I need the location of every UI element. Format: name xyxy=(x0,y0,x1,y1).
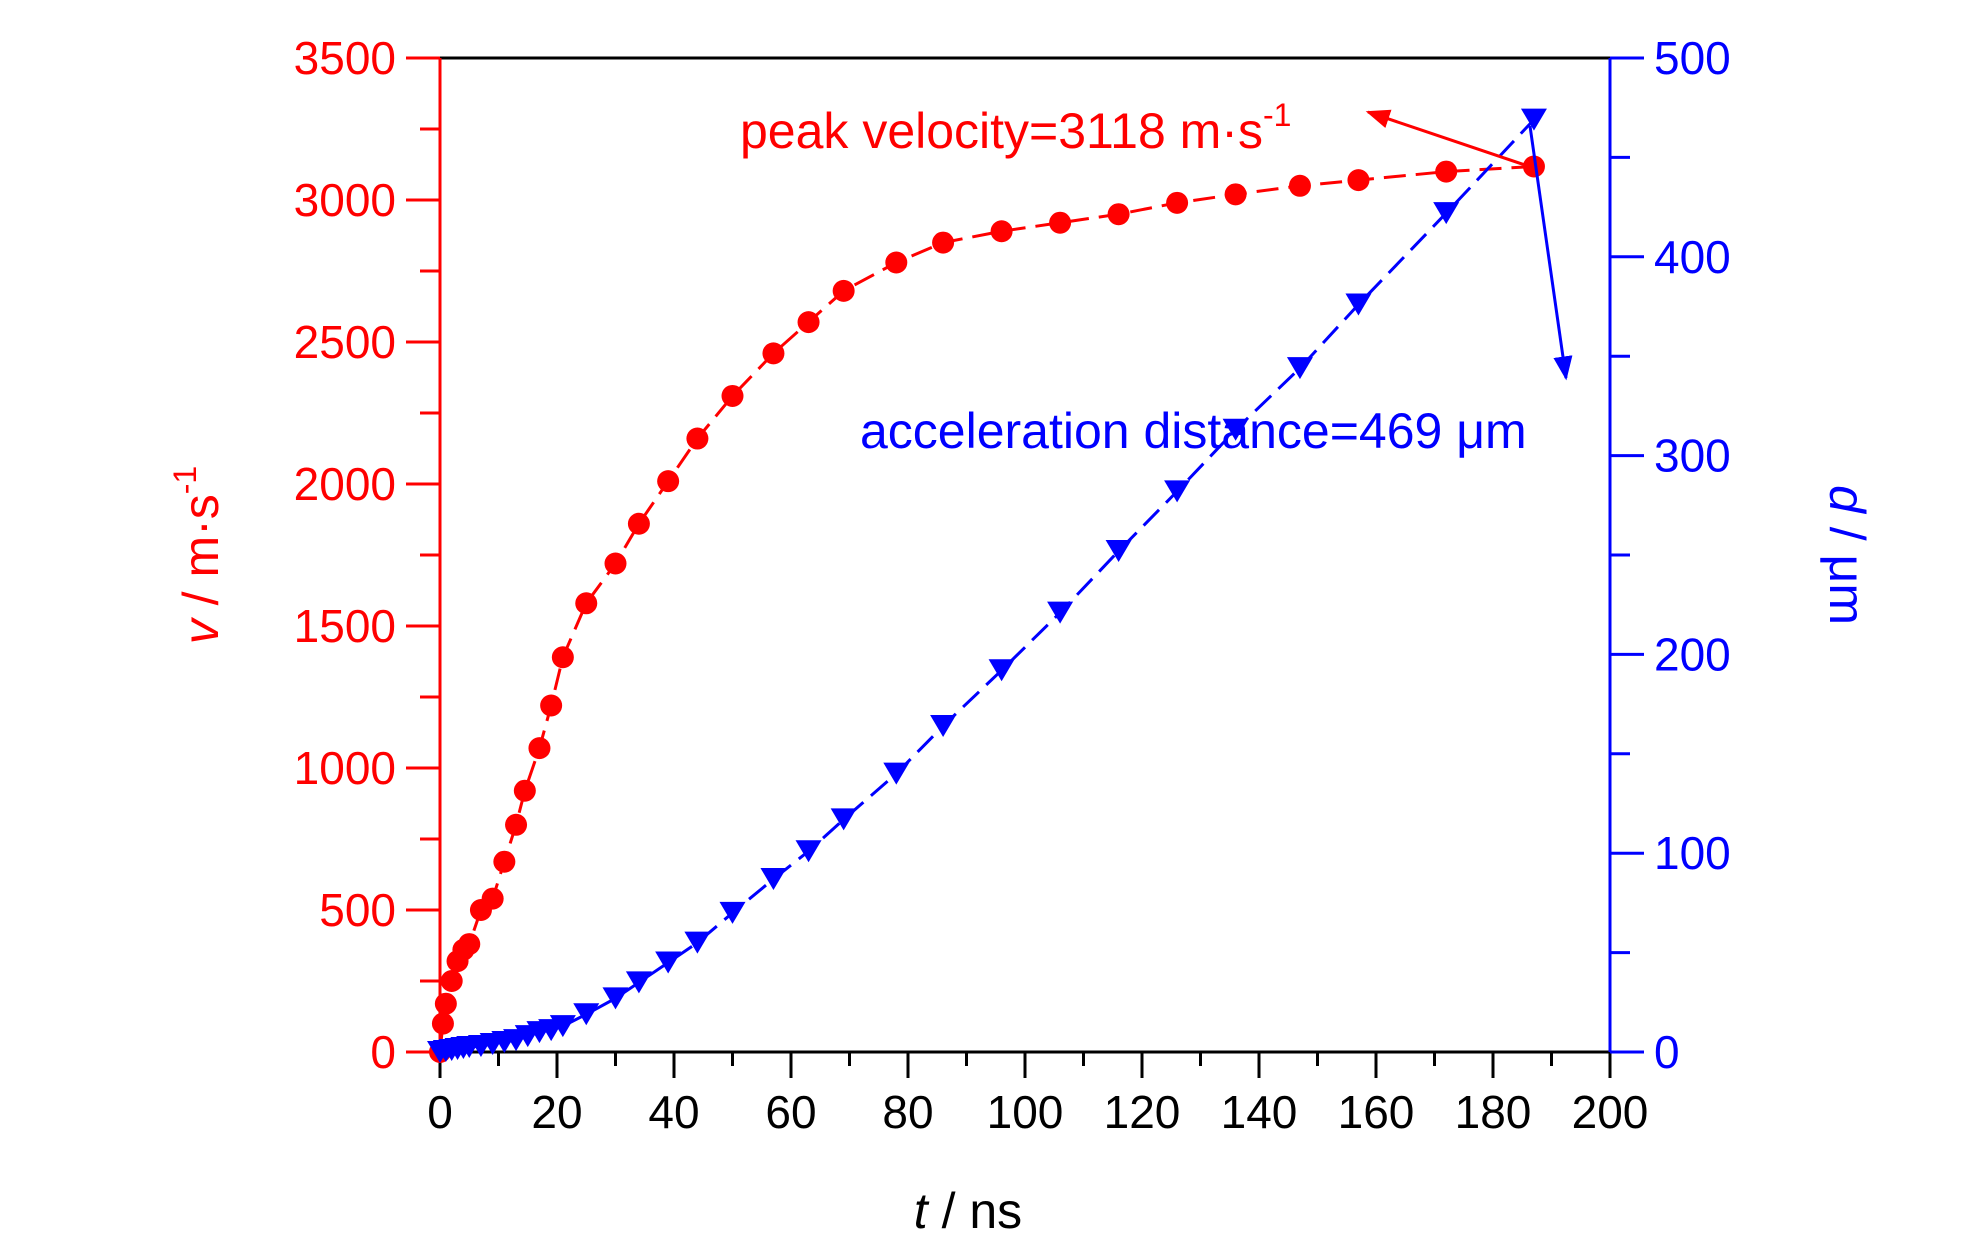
x-tick-label: 0 xyxy=(427,1086,453,1138)
y-right-tick-label: 0 xyxy=(1654,1026,1680,1078)
distance-point xyxy=(1433,202,1460,225)
distance-point xyxy=(1105,540,1132,563)
distance-point xyxy=(602,987,629,1010)
velocity-point xyxy=(575,592,598,615)
velocity-point xyxy=(832,279,855,302)
distance-point xyxy=(573,1003,600,1026)
y-right-tick-label: 500 xyxy=(1654,32,1731,84)
velocity-point xyxy=(1522,155,1545,178)
velocity-point xyxy=(1224,183,1247,206)
series-group xyxy=(427,108,1547,1063)
y-right-tick-label: 200 xyxy=(1654,628,1731,680)
x-tick-label: 160 xyxy=(1338,1086,1415,1138)
y-right-tick-label: 300 xyxy=(1654,430,1731,482)
x-tick-label: 140 xyxy=(1221,1086,1298,1138)
velocity-point xyxy=(493,850,516,873)
distance-point xyxy=(830,808,857,831)
distance-point xyxy=(625,971,652,994)
y-left-tick-label: 1500 xyxy=(294,600,396,652)
x-tick-label: 200 xyxy=(1572,1086,1649,1138)
x-axis-title: t / ns xyxy=(914,1183,1022,1239)
velocity-point xyxy=(686,427,709,450)
velocity-point xyxy=(551,646,574,669)
peak-velocity-arrow xyxy=(1365,109,1529,168)
velocity-point xyxy=(481,887,504,910)
distance-point xyxy=(1164,480,1191,503)
velocity-point xyxy=(1435,160,1458,183)
peak-velocity-annotation: peak velocity=3118 m·s-1 xyxy=(740,97,1291,159)
distance-point xyxy=(1222,418,1249,441)
velocity-point xyxy=(627,512,650,535)
velocity-point xyxy=(1288,174,1311,197)
x-tick-label: 120 xyxy=(1104,1086,1181,1138)
velocity-series-line xyxy=(438,164,1535,1053)
x-tick-label: 60 xyxy=(765,1086,816,1138)
distance-point xyxy=(795,840,822,863)
y-right-tick-label: 100 xyxy=(1654,827,1731,879)
velocity-point xyxy=(885,251,908,274)
distance-point xyxy=(883,762,910,785)
y-left-tick-label: 2500 xyxy=(294,316,396,368)
y-left-tick-label: 0 xyxy=(370,1026,396,1078)
velocity-point xyxy=(1166,191,1189,214)
axes-group: 0 20 40 60 80 100 120 140 160 180 2000500100015002… xyxy=(294,32,1731,1138)
y-right-tick-label: 400 xyxy=(1654,231,1731,283)
distance-point xyxy=(760,868,787,891)
velocity-point xyxy=(528,737,551,760)
acceleration-distance-arrow xyxy=(1528,125,1573,381)
x-tick-label: 100 xyxy=(987,1086,1064,1138)
x-tick-label: 20 xyxy=(531,1086,582,1138)
distance-series-line xyxy=(439,118,1536,1054)
velocity-point xyxy=(1347,169,1370,192)
velocity-point xyxy=(540,694,563,717)
distance-point xyxy=(1520,108,1547,131)
velocity-point xyxy=(1107,203,1130,226)
y-left-axis-title: v / m·s-1 xyxy=(167,466,229,644)
velocity-point xyxy=(657,470,680,493)
distance-point xyxy=(930,714,957,737)
y-left-tick-label: 1000 xyxy=(294,742,396,794)
velocity-point xyxy=(604,552,627,575)
distance-point xyxy=(1345,293,1372,316)
y-left-tick-label: 3500 xyxy=(294,32,396,84)
distance-point xyxy=(684,931,711,954)
velocity-point xyxy=(513,779,536,802)
velocity-point xyxy=(1049,211,1072,234)
velocity-point xyxy=(990,220,1013,243)
distance-point xyxy=(549,1015,576,1038)
y-left-tick-label: 3000 xyxy=(294,174,396,226)
velocity-point xyxy=(721,384,744,407)
distance-point xyxy=(1286,357,1313,380)
velocity-point xyxy=(762,342,785,365)
distance-point xyxy=(655,951,682,974)
y-right-axis-title: d / μm xyxy=(1819,485,1875,625)
distance-point xyxy=(1047,601,1074,624)
velocity-point xyxy=(932,231,955,254)
velocity-point xyxy=(505,813,528,836)
velocity-point xyxy=(440,970,463,992)
x-tick-label: 40 xyxy=(648,1086,699,1138)
velocity-point xyxy=(431,1012,454,1035)
distance-point xyxy=(719,901,746,924)
x-tick-label: 180 xyxy=(1455,1086,1532,1138)
y-left-tick-label: 500 xyxy=(319,884,396,936)
velocity-point xyxy=(458,933,481,956)
x-tick-label: 80 xyxy=(882,1086,933,1138)
y-left-tick-label: 2000 xyxy=(294,458,396,510)
acceleration-distance-annotation: acceleration distance=469 μm xyxy=(860,403,1527,459)
distance-point xyxy=(988,659,1015,682)
velocity-point xyxy=(434,992,457,1015)
velocity-point xyxy=(797,311,820,334)
